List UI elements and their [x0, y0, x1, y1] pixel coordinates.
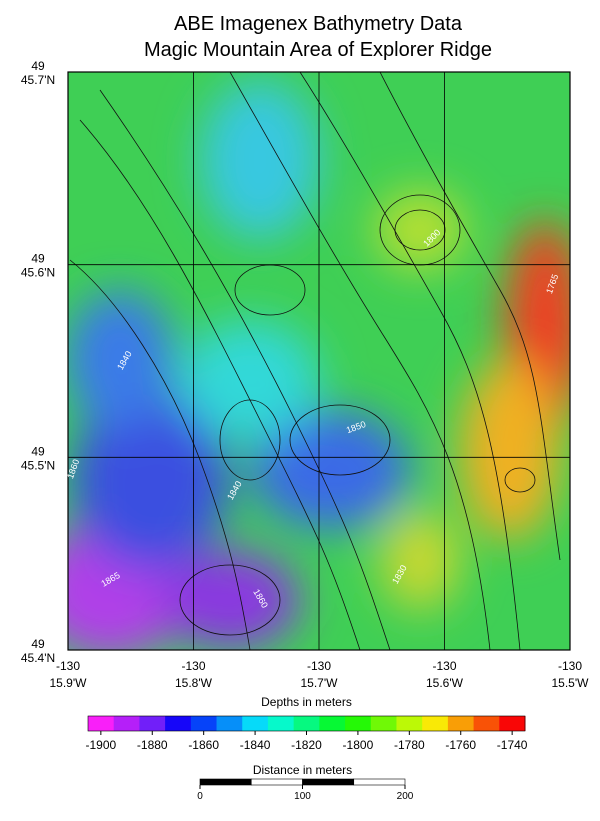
lon-label: -130	[56, 659, 80, 673]
scalebar-label: Distance in meters	[253, 763, 352, 777]
colorbar-step	[293, 716, 320, 731]
colorbar-step	[113, 716, 140, 731]
lat-label: 45.7'N	[21, 73, 55, 87]
title-line: ABE Imagenex Bathymetry Data	[174, 13, 463, 35]
colorbar-step	[396, 716, 423, 731]
colorbar-step	[345, 716, 372, 731]
lat-label: 45.5'N	[21, 458, 55, 472]
lat-label: 49	[31, 637, 45, 651]
lat-label: 49	[31, 252, 45, 266]
colorbar-tick-label: -1860	[188, 738, 219, 752]
scalebar-segment	[302, 778, 355, 786]
colorbar-tick-label: -1800	[343, 738, 374, 752]
lon-label: 15.7'W	[301, 676, 339, 690]
lon-label: -130	[181, 659, 205, 673]
colorbar-step	[267, 716, 295, 731]
lon-label: -130	[558, 659, 582, 673]
colorbar-step	[370, 716, 397, 731]
colorbar-step	[422, 716, 449, 731]
colorbar-tick-label: -1780	[394, 738, 425, 752]
colorbar-label: Depths in meters	[261, 695, 352, 709]
colorbar-step	[242, 716, 269, 731]
lat-label: 49	[31, 444, 45, 458]
colorbar-step	[139, 716, 166, 731]
lat-label: 45.6'N	[21, 266, 55, 280]
colorbar-tick-label: -1840	[240, 738, 271, 752]
lon-label: 15.6'W	[426, 676, 464, 690]
scalebar-tick-label: 0	[197, 791, 203, 802]
scalebar-tick-label: 100	[294, 791, 311, 802]
colorbar-tick-label: -1760	[445, 738, 476, 752]
colorbar-step	[165, 716, 192, 731]
colorbar-tick-label: -1820	[291, 738, 322, 752]
colorbar-step	[473, 716, 500, 731]
lon-label: -130	[432, 659, 456, 673]
colorbar-step	[190, 716, 218, 731]
colorbar-tick-label: -1880	[137, 738, 168, 752]
lon-label: -130	[307, 659, 331, 673]
scalebar-tick-label: 200	[397, 791, 414, 802]
scalebar-segment	[199, 778, 252, 786]
colorbar-step	[88, 716, 115, 731]
scalebar-segment	[353, 778, 406, 786]
colorbar-tick-label: -1900	[86, 738, 117, 752]
title-line: Magic Mountain Area of Explorer Ridge	[144, 39, 492, 61]
colorbar-step	[216, 716, 243, 731]
colorbar-step	[447, 716, 475, 731]
lat-label: 45.4'N	[21, 651, 55, 665]
lon-label: 15.8'W	[175, 676, 213, 690]
colorbar-tick-label: -1740	[497, 738, 528, 752]
scalebar-segment	[250, 778, 303, 786]
colorbar-step	[319, 716, 346, 731]
lon-label: 15.5'W	[552, 676, 590, 690]
colorbar-step	[499, 716, 526, 731]
lat-label: 49	[31, 59, 45, 73]
lon-label: 15.9'W	[50, 676, 88, 690]
